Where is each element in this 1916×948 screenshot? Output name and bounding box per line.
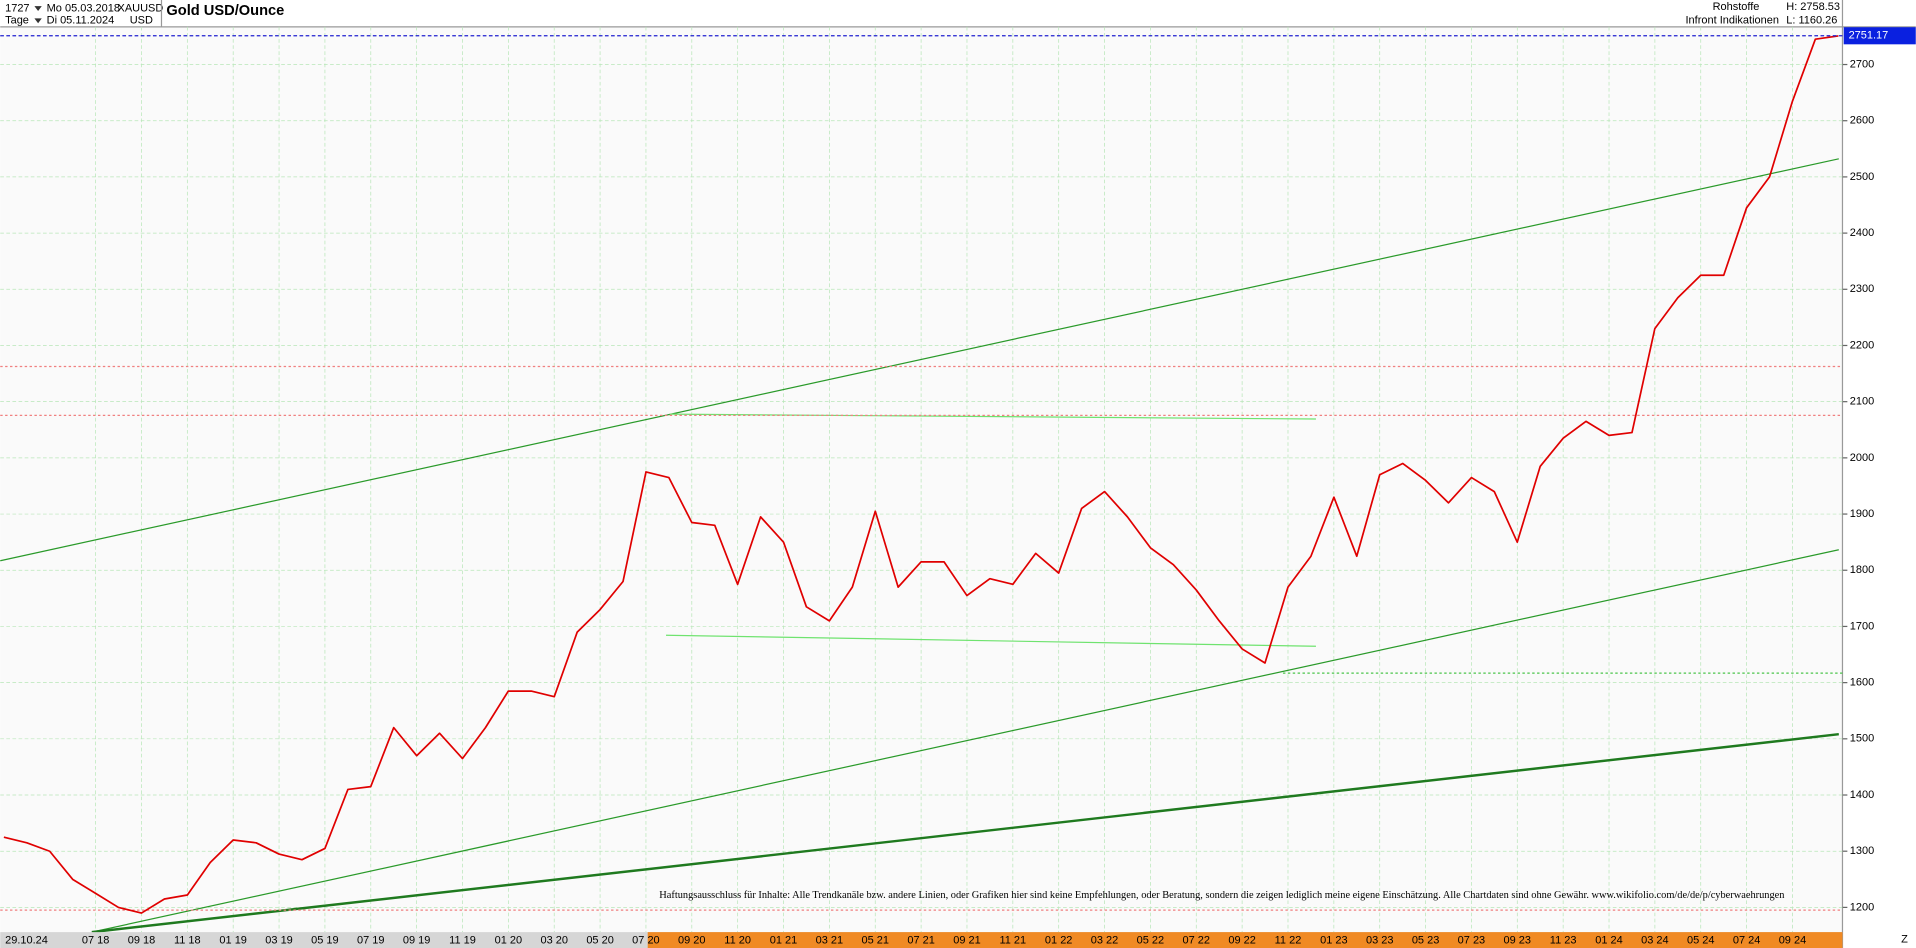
- y-tick-label: 2100: [1850, 396, 1874, 408]
- header-source: Infront Indikationen: [1686, 15, 1779, 27]
- x-tick-label: 11 20: [724, 935, 751, 947]
- x-tick-label: 09 24: [1779, 935, 1807, 947]
- y-tick-label: 2500: [1850, 171, 1874, 183]
- x-tick-label: 09 19: [403, 935, 431, 947]
- header-currency: USD: [130, 15, 153, 27]
- x-tick-label: 09 23: [1504, 935, 1531, 947]
- dropdown-icon[interactable]: [34, 6, 42, 24]
- x-tick-label: 01 24: [1595, 935, 1622, 947]
- x-tick-label: 09 22: [1228, 935, 1256, 947]
- y-tick-label: 1900: [1850, 508, 1874, 520]
- header-low: L: 1160.26: [1786, 15, 1837, 27]
- x-tick-label: 01 23: [1320, 935, 1347, 947]
- x-tick-label: 05 20: [586, 935, 614, 947]
- end-marker: Z: [1901, 933, 1908, 945]
- x-tick-label: 05 22: [1137, 935, 1165, 947]
- x-tick-label: 03 24: [1641, 935, 1669, 947]
- x-tick-label: 11 19: [449, 935, 476, 947]
- x-tick-label: 03 23: [1366, 935, 1393, 947]
- x-tick-label: 03 21: [816, 935, 844, 947]
- y-tick-label: 1500: [1850, 733, 1874, 745]
- x-tick-label: 07 20: [632, 935, 660, 947]
- y-tick-label: 2300: [1850, 283, 1874, 295]
- y-tick-label: 1200: [1850, 901, 1874, 913]
- trend-channel-upper: [0, 158, 1839, 562]
- y-tick-label: 2700: [1850, 58, 1874, 70]
- y-tick-label: 2200: [1850, 339, 1874, 351]
- x-tick-label: 01 21: [770, 935, 798, 947]
- x-tick-label: 07 19: [357, 935, 385, 947]
- y-tick-label: 1300: [1850, 845, 1874, 857]
- x-tick-label: 01 22: [1045, 935, 1073, 947]
- last-price-box: [1843, 27, 1916, 45]
- x-tick-label: 09 18: [128, 935, 156, 947]
- trend-line-long: [91, 732, 1839, 934]
- y-tick-label: 2600: [1850, 115, 1874, 127]
- x-tick-label: 01 19: [219, 935, 246, 947]
- x-tick-label: 01 20: [495, 935, 523, 947]
- y-tick-label: 1400: [1850, 789, 1874, 801]
- x-tick-label: 11 18: [174, 935, 201, 947]
- last-price-label: 2751.17: [1849, 30, 1889, 42]
- header-group: Rohstoffe: [1713, 1, 1760, 13]
- x-tick-label: 11 23: [1550, 935, 1577, 947]
- header-end: Di 05.11.2024: [47, 15, 115, 27]
- x-tick-label: 03 22: [1091, 935, 1119, 947]
- y-tick-label: 2400: [1850, 227, 1874, 239]
- x-tick-label: 11 22: [1275, 935, 1302, 947]
- header-high: H: 2758.53: [1786, 1, 1840, 13]
- price-line: [3, 35, 1839, 914]
- disclaimer: Haftungsausschluss für Inhalte: Alle Tre…: [659, 890, 1785, 901]
- x-tick-label: 07 21: [907, 935, 935, 947]
- x-tick-label: 03 20: [540, 935, 568, 947]
- y-tick-label: 1700: [1850, 620, 1874, 632]
- chart-title: Gold USD/Ounce: [166, 3, 284, 19]
- header-start: Mo 05.03.2018: [47, 2, 120, 14]
- x-tick-label: 05 21: [861, 935, 889, 947]
- x-tick-label: 07 23: [1458, 935, 1485, 947]
- x-tick-label: 07 18: [82, 935, 110, 947]
- x-tick-label: 05 24: [1687, 935, 1715, 947]
- header-symbol: XAUUSD: [118, 2, 164, 14]
- x-start-label: 29.10.24: [5, 935, 48, 947]
- x-tick-label: 07 22: [1183, 935, 1211, 947]
- x-tick-label: 09 20: [678, 935, 706, 947]
- y-tick-label: 1600: [1850, 677, 1874, 689]
- y-tick-label: 1800: [1850, 564, 1874, 576]
- x-axis-highlight: [647, 932, 1843, 948]
- header-period: Tage: [5, 15, 29, 27]
- support-line: [666, 634, 1316, 647]
- x-tick-label: 09 21: [953, 935, 981, 947]
- x-tick-label: 11 21: [999, 935, 1026, 947]
- header-count: 1727: [5, 2, 29, 14]
- y-tick-label: 2000: [1850, 452, 1874, 464]
- x-tick-label: 05 23: [1412, 935, 1440, 947]
- x-tick-label: 03 19: [265, 935, 293, 947]
- x-tick-label: 05 19: [311, 935, 339, 947]
- trend-channel-lower: [91, 549, 1839, 933]
- x-tick-label: 07 24: [1733, 935, 1760, 947]
